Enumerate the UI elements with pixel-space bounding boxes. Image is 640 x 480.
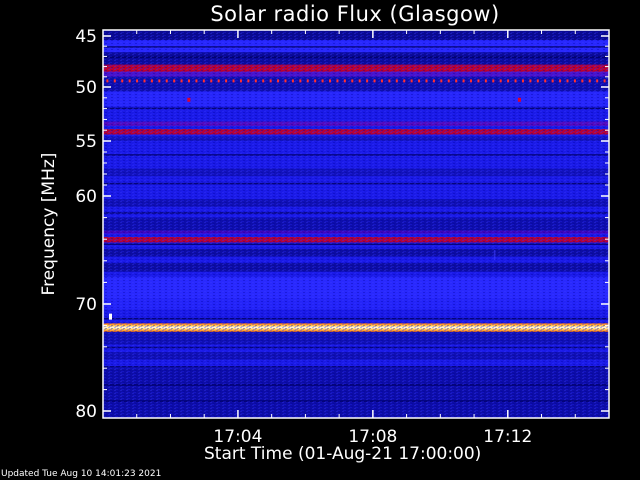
interference-dot <box>202 79 205 83</box>
interference-dot <box>299 79 302 83</box>
interference-dot <box>492 79 495 83</box>
interference-dot <box>551 79 554 83</box>
interference-dot <box>314 79 317 83</box>
interference-dot <box>217 79 220 83</box>
interference-dot <box>254 79 257 83</box>
spectrogram-texture <box>103 30 609 418</box>
interference-dot <box>447 79 450 83</box>
interference-dot <box>165 79 168 83</box>
interference-dot <box>106 79 109 83</box>
interference-dot <box>262 79 265 83</box>
interference-dot <box>514 79 517 83</box>
interference-dot <box>247 79 250 83</box>
interference-dot <box>559 79 562 83</box>
interference-dot <box>596 79 599 83</box>
x-tick-label: 17:12 <box>483 427 532 447</box>
interference-dot <box>180 79 183 83</box>
interference-dot <box>239 79 242 83</box>
interference-dot <box>581 79 584 83</box>
interference-dot <box>329 79 332 83</box>
interference-dot <box>536 79 539 83</box>
interference-dot <box>291 79 294 83</box>
interference-dot <box>284 79 287 83</box>
interference-dot <box>128 79 131 83</box>
interference-dot <box>462 79 465 83</box>
interference-dot <box>388 79 391 83</box>
y-tick-label: 55 <box>75 132 97 152</box>
interference-dot <box>566 79 569 83</box>
interference-dot <box>306 79 309 83</box>
interference-dot <box>507 79 510 83</box>
interference-dot <box>477 79 480 83</box>
interference-dot <box>232 79 235 83</box>
y-tick-label: 60 <box>75 187 97 207</box>
interference-dot <box>440 79 443 83</box>
interference-dot <box>455 79 458 83</box>
burst-marker <box>494 250 496 260</box>
interference-dot <box>425 79 428 83</box>
interference-dot <box>418 79 421 83</box>
x-axis-label: Start Time (01-Aug-21 17:00:00) <box>204 444 482 464</box>
interference-dot <box>403 79 406 83</box>
burst-marker <box>187 97 191 102</box>
interference-dot <box>269 79 272 83</box>
interference-dot <box>573 79 576 83</box>
axis-ticks: 45 50 55 60 70 80 17:04 17:08 17:12 <box>75 27 609 447</box>
interference-dot <box>351 79 354 83</box>
interference-dot <box>321 79 324 83</box>
interference-dot <box>588 79 591 83</box>
interference-dot <box>373 79 376 83</box>
interference-dot <box>225 79 228 83</box>
burst-marker <box>517 97 521 102</box>
interference-dot <box>158 79 161 83</box>
interference-dot <box>603 79 606 83</box>
y-tick-label: 45 <box>75 27 97 47</box>
interference-dot <box>432 79 435 83</box>
interference-dot <box>343 79 346 83</box>
interference-dot <box>336 79 339 83</box>
interference-dot <box>358 79 361 83</box>
plot-frame <box>102 29 610 419</box>
interference-dot <box>173 79 176 83</box>
interference-dot <box>499 79 502 83</box>
x-tick-label: 17:08 <box>348 427 397 447</box>
interference-dot <box>410 79 413 83</box>
interference-dot <box>521 79 524 83</box>
interference-dot <box>544 79 547 83</box>
interference-dot <box>113 79 116 83</box>
x-tick-label: 17:04 <box>213 427 262 447</box>
y-tick-label: 50 <box>75 78 97 98</box>
interference-dot <box>470 79 473 83</box>
interference-dot <box>380 79 383 83</box>
spectrogram-markers <box>106 79 606 320</box>
burst-marker <box>109 313 112 320</box>
interference-dot <box>277 79 280 83</box>
interference-dot <box>529 79 532 83</box>
interference-dot <box>121 79 124 83</box>
interference-dot <box>395 79 398 83</box>
y-tick-label: 80 <box>75 402 97 422</box>
interference-dot <box>484 79 487 83</box>
updated-timestamp: Updated Tue Aug 10 14:01:23 2021 <box>1 469 162 479</box>
interference-dot <box>150 79 153 83</box>
interference-dot <box>366 79 369 83</box>
interference-dot <box>143 79 146 83</box>
interference-dot <box>188 79 191 83</box>
interference-dot <box>210 79 213 83</box>
chart-title: Solar radio Flux (Glasgow) <box>210 2 500 26</box>
y-tick-label: 70 <box>75 295 97 315</box>
interference-dot <box>195 79 198 83</box>
interference-dot <box>136 79 139 83</box>
